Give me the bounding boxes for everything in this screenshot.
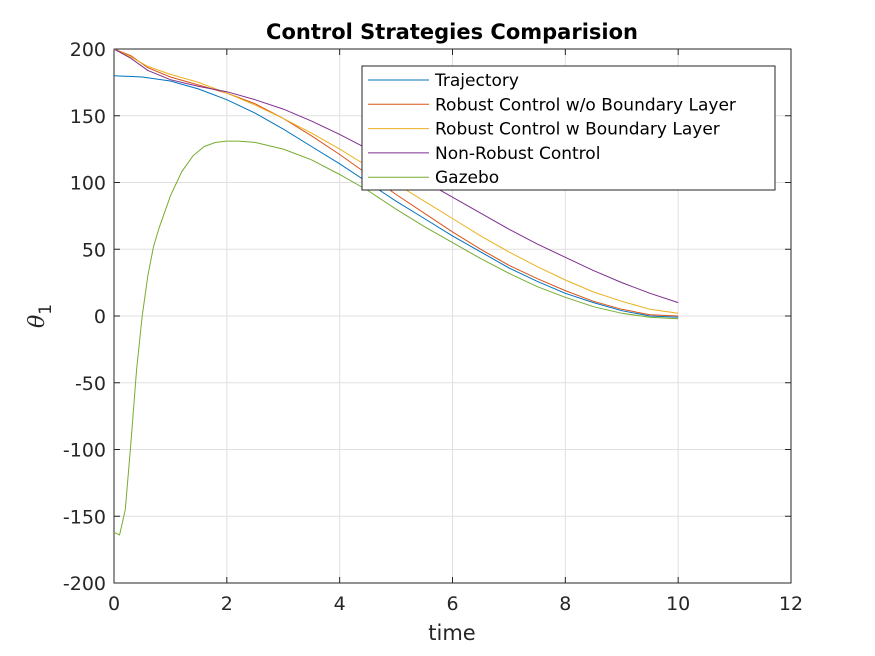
y-tick-label: 200 [70, 39, 106, 61]
y-tick-label: -100 [63, 440, 106, 462]
legend-box [361, 65, 776, 191]
x-tick-label: 4 [334, 593, 346, 615]
x-tick-label: 6 [446, 593, 458, 615]
y-tick-label: 50 [82, 239, 106, 261]
x-tick-label: 0 [108, 593, 120, 615]
x-tick-label: 2 [221, 593, 233, 615]
x-tick-label: 8 [559, 593, 571, 615]
y-tick-label: -200 [63, 573, 106, 595]
x-axis-ticks: 0 2 4 6 8 10 12 [108, 49, 803, 615]
y-tick-label: 150 [70, 106, 106, 128]
legend: Trajectory Robust Control w/o Boundary La… [361, 65, 776, 191]
y-tick-label: 0 [94, 306, 106, 328]
legend-label-gazebo: Gazebo [435, 168, 499, 188]
y-axis-label-subscript: 1 [36, 304, 56, 315]
x-tick-label: 12 [779, 593, 803, 615]
x-axis-label: time [428, 621, 475, 645]
series-line-trajectory [113, 75, 679, 318]
y-axis-ticks: 200 150 100 50 0 -50 -100 -150 -200 [63, 39, 791, 595]
y-tick-label: 100 [70, 173, 106, 195]
legend-label-robust-control-w-boundary-layer: Robust Control w Boundary Layer [435, 120, 720, 140]
y-axis-label-symbol: θ [25, 315, 50, 328]
legend-label-robust-control-w-o-boundary-layer: Robust Control w/o Boundary Layer [435, 95, 736, 115]
legend-label-trajectory: Trajectory [434, 71, 519, 91]
y-tick-label: -50 [75, 373, 106, 395]
series-line-gazebo [113, 140, 679, 536]
y-tick-label: -150 [63, 506, 106, 528]
legend-label-non-robust-control: Non-Robust Control [435, 144, 600, 164]
chart-title: Control Strategies Comparision [266, 20, 638, 44]
y-axis-label: θ1 [25, 304, 56, 328]
x-tick-label: 10 [666, 593, 690, 615]
